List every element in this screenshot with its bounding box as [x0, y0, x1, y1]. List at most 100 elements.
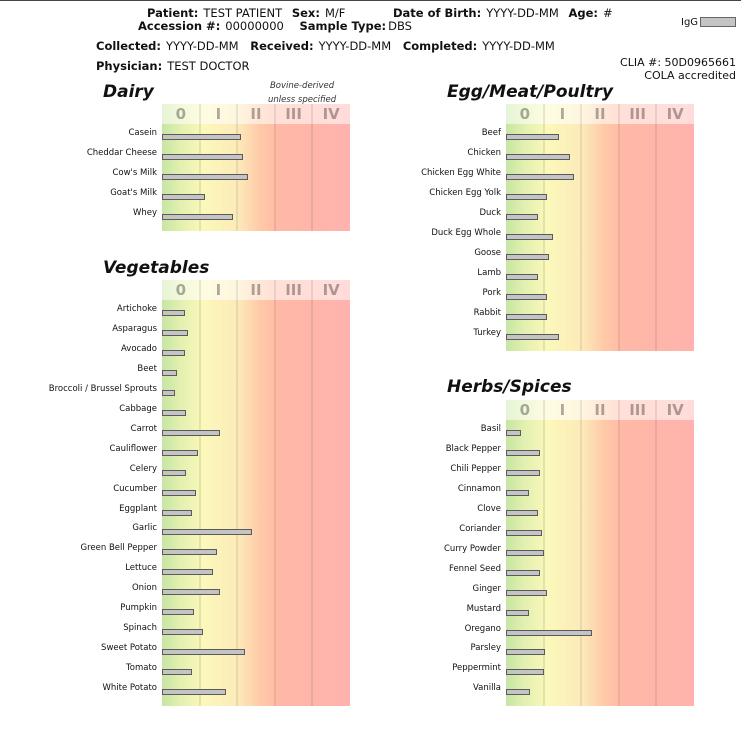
egg-meat-poultry-category-label: Lamb [477, 267, 501, 278]
herbs-spices-bar [506, 689, 531, 696]
vegetables-category-label: Asparagus [112, 323, 157, 334]
egg-meat-poultry-class-label: 0 [519, 105, 531, 123]
herbs-spices-bar [506, 449, 540, 456]
egg-meat-poultry-class-header [506, 104, 694, 124]
vegetables-class-divider [236, 280, 239, 707]
vegetables-category-label: Eggplant [119, 503, 157, 514]
vegetables-bar [162, 549, 217, 556]
herbs-spices-category-label: Parsley [470, 643, 502, 654]
patient-info: Patient: TEST PATIENT Sex: M/F [147, 6, 345, 20]
egg-meat-poultry-bar [506, 333, 559, 340]
dairy-note-line: Bovine-derived [269, 81, 335, 91]
dairy-plot: 0 I II III IV [162, 104, 350, 231]
vegetables-category-label: Green Bell Pepper [80, 543, 158, 554]
herbs-spices-category-label: Oregano [464, 623, 501, 634]
vegetables-class-label: II [250, 281, 262, 299]
vegetables-bar [162, 589, 221, 596]
dairy-bar [162, 153, 243, 160]
herbs-spices-class-label: I [559, 401, 566, 419]
vegetables-category-label: Sweet Potato [101, 643, 157, 654]
dairy-bar [162, 193, 206, 200]
egg-meat-poultry-class-label: III [629, 105, 646, 123]
dairy-class-divider [198, 104, 201, 231]
dairy-note-line: unless specified [268, 95, 337, 105]
vegetables-bar [162, 349, 185, 356]
herbs-spices-bar [506, 569, 540, 576]
physician-value: TEST DOCTOR [167, 59, 250, 73]
vegetables-bar [162, 509, 193, 516]
herbs-spices-bar [506, 509, 538, 516]
herbs-spices-category-label: Curry Powder [444, 543, 501, 554]
egg-meat-poultry-category-label: Rabbit [473, 307, 501, 318]
egg-meat-poultry-class-divider [655, 104, 658, 351]
vegetables-category-label: Onion [131, 583, 157, 594]
sample-type-value: DBS [388, 19, 412, 33]
egg-meat-poultry-category-label: Duck Egg Whole [431, 227, 501, 238]
egg-meat-poultry-class-divider [617, 104, 620, 351]
dairy-class-header [162, 104, 350, 124]
dairy-class-label: III [285, 105, 302, 123]
dairy-bar [162, 173, 249, 180]
vegetables-class-label: I [215, 281, 222, 299]
egg-meat-poultry-class-divider [542, 104, 545, 351]
egg-meat-poultry-bar [506, 313, 548, 320]
vegetables-category-label: Broccoli / Brussel Sprouts [48, 383, 157, 394]
herbs-spices-category-label: Mustard [466, 603, 501, 614]
egg-meat-poultry-bar [506, 153, 570, 160]
vegetables-category-label: Cucumber [113, 483, 157, 494]
collected-value: YYYY-DD-MM [165, 39, 239, 53]
herbs-spices-plot: 0 I II III IV [506, 400, 694, 707]
egg-meat-poultry-class-label: II [594, 105, 606, 123]
vegetables-category-label: Spinach [123, 623, 157, 634]
dairy-category-label: Goat's Milk [110, 187, 157, 198]
herbs-spices-bar [506, 649, 546, 656]
herbs-spices-class-header [506, 400, 694, 420]
vegetables-bar [162, 449, 198, 456]
age-value: # [602, 6, 613, 20]
dairy-bar [162, 134, 241, 140]
physician-label: Physician: [96, 59, 163, 73]
sex-label: Sex: [291, 6, 320, 20]
vegetables-category-label: Artichoke [116, 304, 157, 314]
herbs-spices-bar [506, 609, 529, 616]
vegetables-category-label: Cauliflower [109, 443, 158, 454]
egg-meat-poultry-category-label: Goose [474, 247, 501, 258]
egg-meat-poultry-bar [506, 173, 574, 180]
accreditation: CLIA #: 50D0965661 COLA accredited [620, 56, 736, 82]
vegetables-bar [162, 629, 204, 636]
vegetables-category-label: Celery [129, 463, 157, 474]
vegetables-category-label: Lettuce [125, 563, 157, 574]
vegetables-bar [162, 669, 193, 676]
egg-meat-poultry-class-label: I [559, 105, 566, 123]
vegetables-bar [162, 310, 185, 316]
herbs-spices-category-label: Peppermint [452, 663, 501, 674]
clia-number: CLIA #: 50D0965661 [620, 56, 736, 69]
vegetables-bar [162, 689, 226, 696]
vegetables-category-label: Avocado [120, 343, 157, 354]
egg-meat-poultry-bar [506, 273, 538, 280]
dates-info: Collected: YYYY-DD-MM Received: YYYY-DD-MM… [96, 39, 555, 53]
herbs-spices-category-label: Vanilla [472, 683, 501, 694]
herbs-spices-class-label: IV [666, 401, 684, 419]
egg-meat-poultry-bar [506, 134, 559, 140]
dairy-category-label: Cow's Milk [112, 167, 157, 178]
dairy-category-label: Whey [132, 207, 157, 218]
age-label: Age: [568, 6, 598, 20]
vegetables-class-label: IV [322, 281, 340, 299]
accession-info: Accession #: 00000000 Sample Type: DBS [138, 19, 412, 33]
herbs-spices-category-label: Cinnamon [457, 483, 501, 494]
egg-meat-poultry-bar [506, 193, 548, 200]
herbs-spices-bar [506, 430, 522, 436]
sex-value: M/F [324, 6, 346, 20]
egg-meat-poultry-category-label: Pork [482, 287, 501, 298]
herbs-spices-class-label: II [594, 401, 606, 419]
dairy-title: Dairy [103, 82, 154, 102]
patient-label: Patient: [147, 6, 199, 20]
physician-info: Physician: TEST DOCTOR [96, 59, 250, 73]
egg-meat-poultry-class-divider [580, 104, 583, 351]
herbs-spices-bar [506, 489, 529, 496]
herbs-spices-class-divider [542, 400, 545, 707]
egg-meat-poultry-bar [506, 253, 550, 260]
herbs-spices-class-label: III [629, 401, 646, 419]
dairy-class-label: 0 [175, 105, 187, 123]
